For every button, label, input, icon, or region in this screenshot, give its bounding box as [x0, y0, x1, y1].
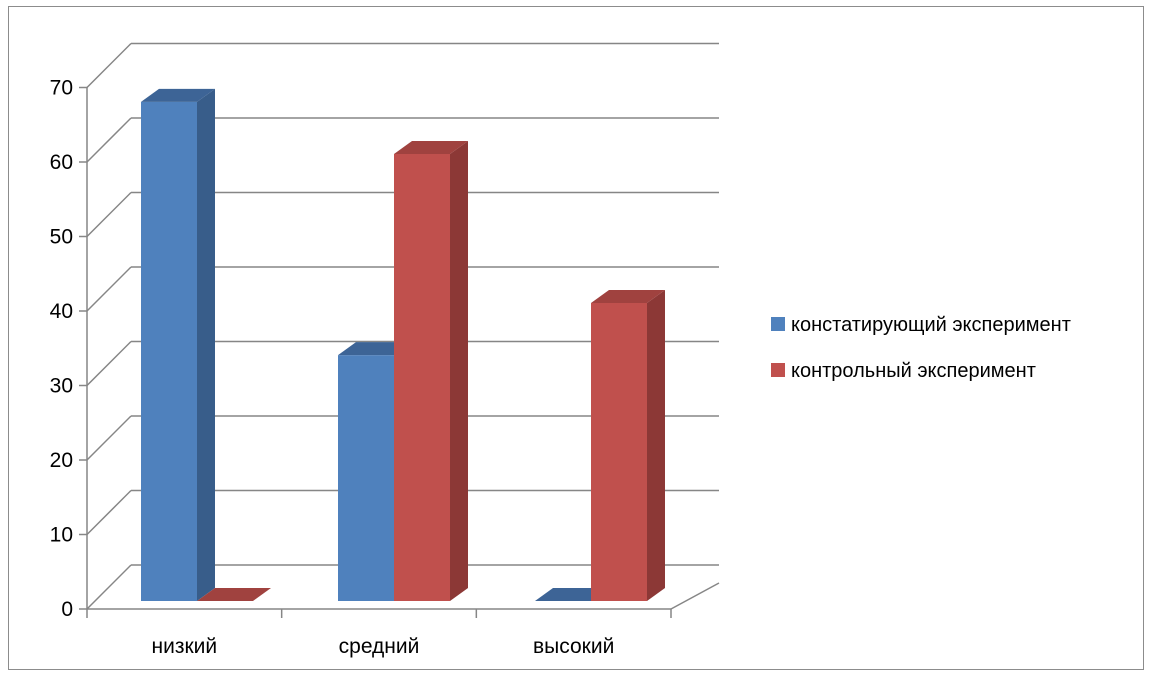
y-tick-labels: 0 10 20 30 40 50 60 70: [50, 77, 73, 622]
axes: [79, 86, 720, 618]
gridline-slant-50: [86, 191, 132, 238]
bar-front-face: [394, 154, 450, 601]
bar-control-1: [394, 141, 468, 601]
gridline-slant-40: [86, 266, 132, 312]
bar-control-0: [197, 588, 271, 601]
x-tick-label: средний: [339, 635, 420, 658]
bar-side-face: [647, 290, 665, 601]
gridline-slant-60: [86, 117, 132, 163]
y-tick-label: 50: [50, 226, 73, 249]
y-tick-label: 10: [50, 524, 73, 547]
bar-top-face: [197, 588, 271, 601]
legend-label: контрольный эксперимент: [791, 360, 1036, 382]
bar-top-face: [394, 141, 468, 154]
bar-side-face: [450, 141, 468, 601]
gridline-slant-10: [86, 489, 132, 536]
bar-side-face: [197, 88, 215, 602]
gridline-slant-0: [86, 564, 132, 610]
legend-item-1: контрольный эксперимент: [771, 360, 1036, 382]
bar-front-face: [338, 355, 394, 601]
bar-control-2: [591, 290, 665, 601]
legend-item-0: констатирующий эксперимент: [771, 314, 1071, 336]
bar-top-face: [338, 342, 412, 356]
bar-top-face: [535, 588, 609, 601]
bar-baseline-2: [535, 588, 609, 601]
y-tick-label: 60: [50, 151, 73, 174]
y-tick-label: 30: [50, 375, 73, 398]
floor-right-edge: [670, 582, 720, 610]
gridline-slant-20: [86, 415, 132, 461]
gridline-slant-30: [86, 340, 132, 387]
bar-top-face: [141, 88, 215, 102]
x-tick-label: высокий: [533, 635, 614, 658]
x-tick-label: низкий: [152, 635, 218, 658]
bar-front-face: [141, 101, 197, 601]
gridline-slant-70: [86, 42, 132, 89]
y-tick-label: 0: [61, 598, 73, 621]
legend-swatch: [771, 363, 785, 377]
legend-swatch: [771, 317, 785, 331]
bar-baseline-0: [141, 88, 215, 602]
legend-label: констатирующий эксперимент: [791, 314, 1071, 336]
legend: констатирующий эксперимент контрольный эк…: [771, 314, 1071, 382]
bar-top-face: [591, 290, 665, 303]
bar-front-face: [591, 303, 647, 601]
bars: [141, 88, 665, 602]
bar-chart: 0 10 20 30 40 50 60 70 низкий средний высокий кон…: [50, 42, 1071, 658]
x-tick-labels: низкий средний высокий: [152, 635, 615, 658]
y-tick-label: 70: [50, 77, 73, 100]
chart-area: 0 10 20 30 40 50 60 70 низкий средний высокий кон…: [8, 6, 1144, 670]
y-tick-label: 20: [50, 449, 73, 472]
y-tick-label: 40: [50, 300, 73, 323]
